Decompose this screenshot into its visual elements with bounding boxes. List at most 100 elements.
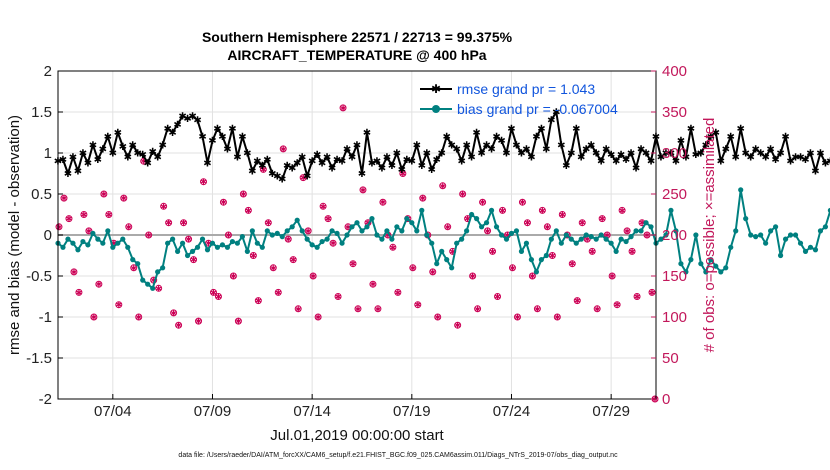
- left-axis-ticks: -2 -1.5 -1 -0.5 0 0.5 1 1.5 2: [26, 63, 63, 408]
- rmse-point: ✱: [507, 124, 515, 135]
- bias-point: [399, 228, 405, 234]
- rmse-point: ✱: [278, 175, 286, 186]
- rmse-point: ✱: [761, 153, 769, 164]
- rmse-point: ✱: [198, 132, 206, 143]
- bias-point: [100, 240, 106, 246]
- rmse-point: ✱: [418, 161, 426, 172]
- obs-possible-point: [469, 272, 477, 280]
- rmse-point: ✱: [69, 153, 77, 164]
- bias-point: [533, 269, 540, 275]
- bias-point: [274, 230, 280, 236]
- bias-point: [528, 257, 535, 263]
- x-tick-label: 07/19: [393, 403, 431, 420]
- obs-assimilated-point: ✱: [56, 223, 63, 232]
- obs-possible-point: [548, 252, 556, 259]
- rmse-point: ✱: [213, 124, 221, 135]
- bias-point: [658, 236, 664, 242]
- bias-point: [439, 248, 445, 254]
- rmse-point: ✱: [502, 149, 510, 160]
- bias-point: [523, 240, 530, 246]
- obs-assimilated-point: ✱: [250, 252, 257, 261]
- obs-possible-point: [100, 190, 108, 198]
- bias-point: [314, 244, 320, 250]
- bias-point: [618, 236, 624, 242]
- obs-possible-point: [578, 219, 586, 227]
- bias-point: [359, 228, 365, 234]
- obs-possible-point: [95, 280, 103, 288]
- rmse-point: ✱: [378, 163, 386, 174]
- rmse-point: ✱: [348, 153, 356, 164]
- obs-possible-point: [185, 235, 193, 243]
- rmse-point: ✱: [443, 132, 451, 143]
- obs-assimilated-point: ✱: [145, 231, 152, 240]
- obs-assimilated-point: ✱: [380, 198, 387, 207]
- bias-point: [633, 228, 639, 234]
- obs-possible-point: [484, 227, 492, 235]
- bias-point: [733, 228, 739, 234]
- obs-possible-point: [244, 206, 252, 214]
- bias-point: [279, 234, 285, 240]
- bias-point: [199, 236, 206, 242]
- rmse-point: ✱: [462, 140, 470, 151]
- y2-tick-label: 350: [662, 104, 687, 121]
- y2-tick-label: 50: [662, 350, 679, 367]
- legend-rmse-label: rmse grand pr = 1.043: [457, 81, 595, 97]
- obs-assimilated-point: ✱: [419, 194, 426, 203]
- bias-point: [324, 236, 330, 242]
- bias-point: [608, 240, 614, 246]
- obs-assimilated-point: ✱: [330, 239, 337, 248]
- obs-possible-point: [608, 272, 616, 280]
- rmse-point: ✱: [617, 150, 625, 161]
- obs-possible-point: [259, 165, 267, 173]
- obs-possible-point: [439, 182, 447, 190]
- bias-point: [797, 240, 804, 246]
- obs-assimilated-point: ✱: [494, 293, 501, 302]
- bias-point: [334, 230, 340, 236]
- obs-possible-point: [434, 313, 442, 321]
- obs-possible-point: [454, 321, 462, 329]
- obs-possible-point: [533, 305, 541, 313]
- obs-assimilated-point: ✱: [265, 219, 272, 228]
- y-tick-label: 2: [44, 63, 52, 80]
- rmse-point: ✱: [452, 144, 460, 155]
- obs-assimilated-point: ✱: [225, 231, 232, 240]
- rmse-point: ✱: [168, 128, 176, 139]
- rmse-point: ✱: [343, 144, 351, 155]
- bias-point: [748, 232, 754, 238]
- obs-assimilated-point: ✱: [375, 305, 382, 314]
- obs-possible-point: [474, 305, 482, 313]
- rmse-point: ✱: [826, 157, 830, 168]
- obs-possible-point: [195, 317, 203, 325]
- rmse-point: ✱: [328, 163, 336, 174]
- obs-possible-point: [274, 288, 282, 296]
- rmse-point: ✱: [707, 132, 715, 143]
- obs-possible-point: [90, 313, 98, 321]
- obs-assimilated-point: ✱: [544, 223, 551, 232]
- bias-point: [264, 228, 270, 234]
- obs-possible-point: [513, 313, 521, 321]
- x-axis-ticks: 07/04 07/09 07/14 07/19 07/24 07/29: [94, 394, 630, 420]
- obs-possible-point: [528, 272, 536, 280]
- y2-tick-label: 0: [662, 391, 670, 408]
- bias-point: [817, 228, 824, 234]
- y-tick-label: 1: [44, 145, 52, 162]
- obs-assimilated-point: ✱: [310, 272, 317, 281]
- obs-assimilated-point: ✱: [499, 206, 506, 215]
- rmse-point: ✱: [592, 149, 600, 160]
- obs-possible-point: [419, 194, 427, 202]
- obs-assimilated-point: ✱: [614, 301, 621, 310]
- obs-assimilated-point: ✱: [484, 227, 491, 236]
- bias-point: [558, 240, 564, 246]
- obs-possible-point: [444, 223, 452, 231]
- obs-possible-point: [160, 202, 168, 210]
- bias-point: [419, 207, 425, 213]
- obs-assimilated-point: ✱: [295, 305, 302, 314]
- obs-assimilated-point: ✱: [290, 256, 297, 265]
- obs-possible-point: [309, 272, 317, 280]
- rmse-point: ✱: [587, 140, 595, 151]
- bias-point: [140, 277, 146, 283]
- obs-assimilated-point: ✱: [474, 305, 481, 314]
- rmse-point: ✱: [806, 149, 814, 160]
- bias-point: [648, 224, 654, 230]
- obs-assimilated-point: ✱: [569, 260, 576, 269]
